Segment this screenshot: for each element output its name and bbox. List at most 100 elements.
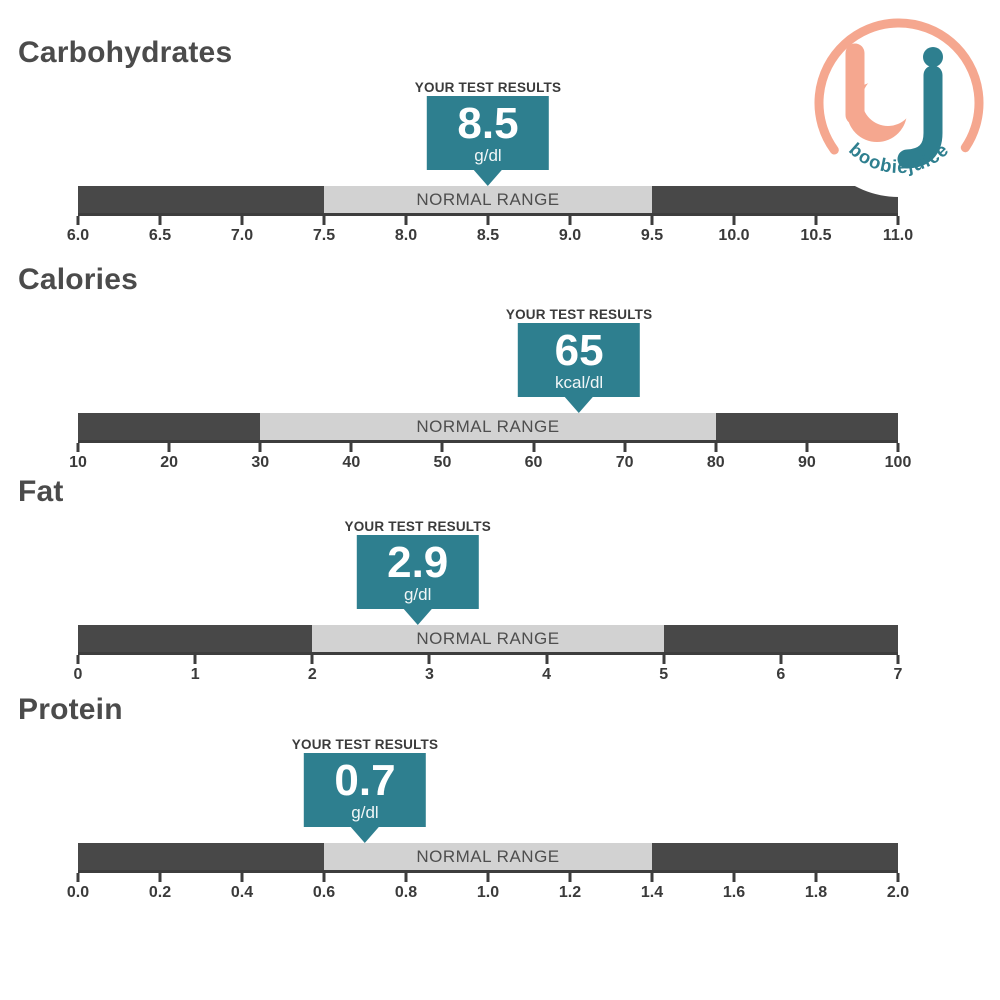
tick-label: 0.8 [394,884,418,901]
normal-range-label: NORMAL RANGE [416,416,560,436]
tick-label: 50 [433,454,452,471]
normal-range-segment: NORMAL RANGE [324,843,652,870]
tick-label: 6 [776,666,786,683]
callout-pointer-icon [565,397,594,413]
axis-line [78,870,898,873]
tick-label: 8.5 [476,227,500,244]
chart-calories: Calories YOUR TEST RESULTS 65 kcal/dl NO… [0,247,1000,477]
chart-plot: YOUR TEST RESULTS 0.7 g/dl NORMAL RANGE … [67,677,909,907]
tick-mark [167,443,171,452]
normal-range-segment: NORMAL RANGE [324,186,652,213]
chart-protein: Protein YOUR TEST RESULTS 0.7 g/dl NORMA… [0,677,1000,907]
tick-label: 7.5 [312,227,336,244]
callout-box: 2.9 g/dl [356,535,479,609]
tick-mark [486,873,490,882]
axis-tick-labels: 6.0 6.5 7.0 7.5 8.0 8.5 9.0 9.5 10.0 10.5 11.0 [67,227,913,247]
tick-label: 1 [190,666,200,683]
chart-fat: Fat YOUR TEST RESULTS 2.9 g/dl NORMAL RA… [0,459,1000,689]
tick-mark [486,216,490,225]
result-value: 65 [554,326,604,375]
tick-mark [896,216,900,225]
tick-label: 30 [251,454,270,471]
letter-j-dot [923,47,943,67]
tick-mark [427,655,431,664]
chart-title: Fat [18,475,64,508]
result-unit: g/dl [403,585,432,604]
normal-range-segment: NORMAL RANGE [312,625,664,652]
range-bar: NORMAL RANGE [78,413,898,440]
tick-label: 0.0 [66,884,90,901]
tick-label: 0 [73,666,83,683]
tick-label: 40 [342,454,361,471]
result-value: 2.9 [387,538,449,587]
tick-label: 5 [659,666,669,683]
result-value: 0.7 [334,756,396,805]
tick-label: 0.4 [230,884,254,901]
tick-label: 3 [424,666,434,683]
tick-mark [896,873,900,882]
tick-mark [545,655,549,664]
logo-letter-j [897,47,943,169]
axis-ticks [76,655,900,664]
chart-plot: YOUR TEST RESULTS 2.9 g/dl NORMAL RANGE … [74,459,903,689]
result-callout: YOUR TEST RESULTS 65 kcal/dl [506,307,652,413]
tick-mark [532,443,536,452]
tick-mark [662,655,666,664]
callout-label: YOUR TEST RESULTS [505,307,653,322]
tick-mark [814,216,818,225]
result-value: 8.5 [457,99,519,148]
axis-ticks [76,873,900,882]
chart-plot: YOUR TEST RESULTS 65 kcal/dl NORMAL RANG… [69,247,911,477]
result-unit: g/dl [351,803,379,822]
axis-ticks [76,443,900,452]
tick-mark [440,443,444,452]
tick-mark [258,443,262,452]
tick-label: 1.2 [558,884,582,901]
tick-label: 80 [706,454,725,471]
tick-mark [814,873,818,882]
tick-mark [349,443,353,452]
tick-label: 6.5 [148,227,172,244]
range-bar: NORMAL RANGE [78,843,898,870]
tick-mark [732,216,736,225]
tick-mark [714,443,718,452]
axis-ticks [76,216,900,225]
tick-label: 10.5 [800,227,832,244]
axis-tick-labels: 0.0 0.2 0.4 0.6 0.8 1.0 1.2 1.4 1.6 1.8 2.0 [67,884,909,904]
result-unit: g/dl [474,146,502,165]
axis-line [78,213,898,216]
tick-label: 0.6 [312,884,336,901]
tick-mark [310,655,314,664]
tick-mark [568,873,572,882]
chart-title: Calories [18,263,138,296]
tick-label: 11.0 [882,227,914,244]
result-callout: YOUR TEST RESULTS 2.9 g/dl [344,519,491,625]
range-bar: NORMAL RANGE [78,186,898,213]
tick-mark [896,655,900,664]
tick-mark [623,443,627,452]
tick-label: 4 [542,666,552,683]
chart-plot: YOUR TEST RESULTS 8.5 g/dl NORMAL RANGE … [67,20,913,250]
callout-box: 8.5 g/dl [426,96,549,170]
tick-label: 7 [893,666,903,683]
tick-mark [650,216,654,225]
tick-mark [76,655,80,664]
callout-pointer-icon [473,170,502,186]
callout-box: 0.7 g/dl [303,753,426,827]
normal-range-segment: NORMAL RANGE [260,413,716,440]
chart-title: Protein [18,693,123,726]
callout-pointer-icon [350,827,379,843]
tick-mark [322,873,326,882]
tick-mark [650,873,654,882]
tick-label: 6.0 [66,227,90,244]
tick-label: 70 [615,454,634,471]
tick-mark [805,443,809,452]
logo-ring [814,18,984,155]
tick-mark [322,216,326,225]
tick-label: 1.6 [722,884,746,901]
axis-line [78,652,898,655]
tick-mark [240,216,244,225]
callout-label: YOUR TEST RESULTS [344,519,491,534]
tick-label: 9.5 [640,227,664,244]
